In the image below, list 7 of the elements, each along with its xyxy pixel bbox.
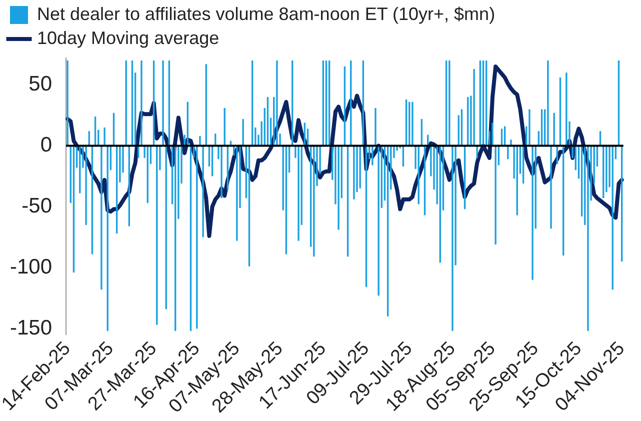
legend-label: 10day Moving average	[37, 28, 220, 48]
y-tick-label: -150	[10, 316, 52, 340]
y-tick-label: -50	[22, 194, 52, 218]
y-tick-label: 0	[40, 134, 52, 157]
legend-label: Net dealer to affiliates volume 8am-noon ET (10yr+, $mn)	[37, 4, 496, 24]
y-tick-label: -100	[10, 255, 52, 278]
y-tick-label: 50	[28, 72, 52, 96]
